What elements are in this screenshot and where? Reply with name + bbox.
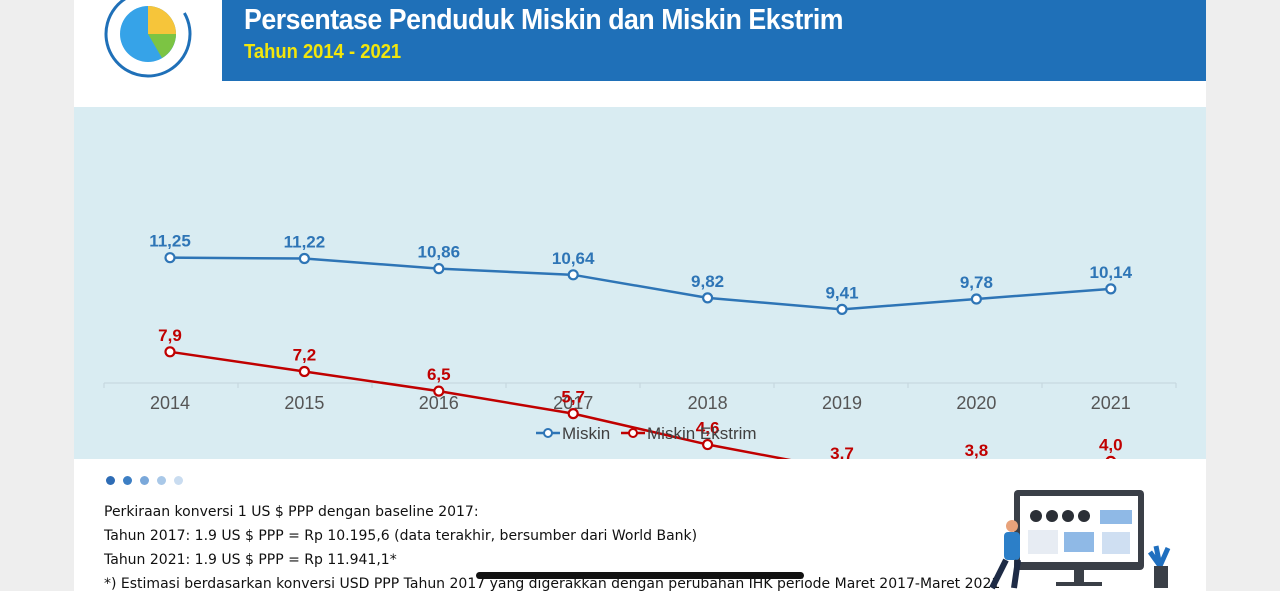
carousel-dot[interactable] [140, 476, 149, 485]
data-label: 11,22 [284, 233, 326, 252]
legend-item-1: Miskin Ekstrim [621, 424, 757, 443]
series-line-1 [169, 350, 792, 459]
data-label: 7,2 [293, 345, 317, 364]
data-label: 11,25 [149, 232, 191, 251]
carousel-dot[interactable] [106, 476, 115, 485]
data-label: 3,8 [965, 441, 989, 459]
data-label: 4,6 [696, 419, 720, 438]
data-label: 4,0 [1099, 435, 1123, 454]
data-point [701, 438, 714, 451]
data-point [836, 303, 848, 315]
pie-chart-icon [104, 0, 192, 78]
data-point [1105, 283, 1117, 295]
x-tick-label: 2020 [956, 393, 996, 413]
data-point [298, 365, 310, 378]
line-chart: 2014 2015 2016 2017 2018 2019 2020 2021 11,25 11,… [103, 232, 1177, 459]
data-point [701, 292, 714, 304]
legend-label: Miskin Ekstrim [647, 424, 757, 443]
data-label: 10,14 [1090, 263, 1133, 282]
data-label: 10,86 [418, 243, 461, 262]
carousel-dots[interactable] [106, 476, 183, 485]
data-label: 3,7 [830, 444, 854, 459]
page-subtitle: Tahun 2014 - 2021 [244, 41, 402, 63]
note-line-3: Tahun 2021: 1.9 US $ PPP = Rp 11.941,1* [104, 552, 397, 568]
x-tick-label: 2018 [688, 393, 728, 413]
carousel-dot[interactable] [157, 476, 166, 485]
data-point [1105, 455, 1116, 459]
x-tick-label: 2021 [1091, 393, 1131, 413]
chart-area: 2014 2015 2016 2017 2018 2019 2020 2021 11,25 11,… [74, 107, 1206, 459]
legend-label: Miskin [562, 424, 610, 443]
page-title: Persentase Penduduk Miskin dan Miskin Ek… [244, 4, 844, 36]
series-line-0 [169, 256, 1111, 311]
note-line-2: Tahun 2017: 1.9 US $ PPP = Rp 10.195,6 (… [104, 528, 698, 544]
legend-swatch-marker [628, 428, 638, 438]
x-tick-label: 2016 [419, 393, 459, 413]
data-label: 9,82 [691, 272, 724, 291]
notes: Perkiraan konversi 1 US $ PPP dengan bas… [104, 500, 1000, 591]
data-label: 5,7 [561, 388, 585, 407]
dashboard-presenter-illustration [989, 490, 1171, 590]
data-point [164, 346, 176, 358]
data-label: 9,78 [960, 273, 993, 292]
data-point [298, 252, 310, 265]
header-bar: Persentase Penduduk Miskin dan Miskin Ek… [222, 0, 1206, 81]
x-tick-label: 2015 [284, 393, 324, 413]
note-line-1: Perkiraan konversi 1 US $ PPP dengan bas… [104, 504, 479, 520]
x-tick-label: 2014 [150, 393, 190, 413]
legend-swatch-marker [543, 428, 553, 438]
data-point [970, 293, 983, 305]
x-tick-label: 2017 [553, 393, 593, 413]
data-point [567, 269, 579, 281]
data-label: 9,41 [825, 283, 858, 302]
data-point [433, 385, 445, 397]
data-point [567, 408, 579, 420]
carousel-dot[interactable] [123, 476, 132, 485]
x-tick-label: 2019 [822, 393, 862, 413]
note-line-4: *) Estimasi berdasarkan konversi USD PPP… [104, 576, 1001, 591]
infographic-card: Persentase Penduduk Miskin dan Miskin Ek… [74, 0, 1206, 591]
data-point [433, 263, 445, 275]
legend-item-0: Miskin [536, 424, 610, 443]
data-point [164, 252, 176, 264]
data-label: 6,5 [427, 365, 451, 384]
data-label: 7,9 [158, 326, 182, 345]
data-label: 10,64 [552, 249, 595, 268]
carousel-dot[interactable] [174, 476, 183, 485]
home-indicator[interactable] [476, 572, 804, 579]
